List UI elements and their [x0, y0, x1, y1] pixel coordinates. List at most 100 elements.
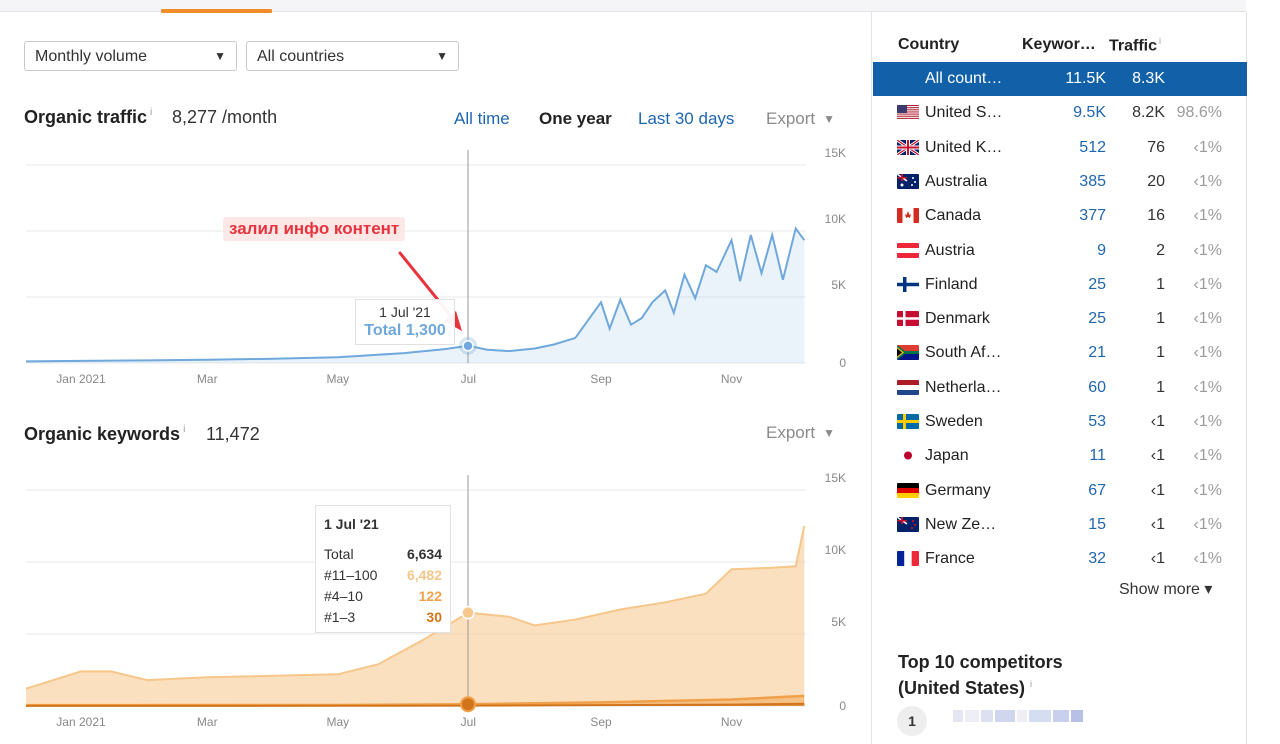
competitor-rank-badge: 1 [897, 706, 927, 736]
info-icon[interactable]: i [1159, 36, 1162, 46]
x-tick-label: May [326, 715, 349, 729]
country-row[interactable]: Germany 67 ‹1 ‹1% [873, 474, 1247, 508]
show-more-link[interactable]: Show more ▾ [1119, 581, 1213, 598]
country-traffic-share: ‹1% [1193, 275, 1222, 293]
tooltip-total: Total 1,300 [364, 322, 446, 339]
country-row[interactable]: New Ze… 15 ‹1 ‹1% [873, 508, 1247, 542]
country-row[interactable]: Japan 11 ‹1 ‹1% [873, 439, 1247, 473]
export-traffic-button[interactable]: Export ▼ [766, 109, 835, 129]
country-row[interactable]: South Af… 21 1 ‹1% [873, 336, 1247, 370]
volume-select[interactable]: Monthly volume ▼ [24, 41, 237, 71]
dropdown-arrow-icon: ▼ [436, 49, 448, 63]
country-row[interactable]: Denmark 25 1 ‹1% [873, 302, 1247, 336]
country-name: Germany [925, 481, 991, 499]
country-keywords[interactable]: 60 [1088, 378, 1106, 396]
country-keywords[interactable]: 53 [1088, 413, 1106, 430]
country-row[interactable]: All count… 11.5K 8.3K [873, 62, 1247, 96]
country-name: New Ze… [925, 515, 997, 533]
country-name: Australia [925, 172, 988, 190]
time-range-all-time[interactable]: All time [454, 109, 510, 128]
nl-flag-icon [897, 379, 919, 395]
time-range-last-30-days[interactable]: Last 30 days [638, 109, 735, 128]
country-row[interactable]: Canada 377 16 ‹1% [873, 199, 1247, 233]
tooltip-row-label: #4–10 [324, 588, 363, 604]
organic-keywords-value: 11,472 [206, 424, 260, 444]
country-keywords[interactable]: 11 [1089, 447, 1106, 465]
y-tick-label: 0 [839, 356, 846, 370]
country-keywords[interactable]: 9.5K [1073, 104, 1106, 122]
country-row[interactable]: United K… 512 76 ‹1% [873, 131, 1247, 165]
country-keywords[interactable]: 377 [1079, 207, 1106, 225]
country-name: Finland [925, 275, 978, 293]
x-tick-label: Mar [197, 715, 218, 729]
country-keywords[interactable]: 32 [1088, 550, 1106, 568]
country-name: Sweden [925, 413, 983, 430]
country-traffic: ‹1 [1150, 550, 1165, 568]
country-row[interactable]: Sweden 53 ‹1 ‹1% [873, 405, 1247, 439]
dropdown-arrow-icon: ▼ [214, 49, 226, 63]
fr-flag-icon [897, 551, 919, 567]
country-row[interactable]: France 32 ‹1 ‹1% [873, 542, 1247, 576]
country-keywords[interactable]: 9 [1097, 241, 1106, 259]
x-tick-label: May [326, 372, 349, 386]
country-traffic: 1 [1156, 344, 1165, 362]
info-icon[interactable]: i [150, 107, 153, 118]
country-row[interactable]: United S… 9.5K 8.2K 98.6% [873, 96, 1247, 130]
organic-traffic-value: 8,277 /month [172, 107, 278, 127]
column-header-country[interactable]: Country [898, 36, 960, 53]
country-name: United K… [925, 138, 1003, 156]
time-range-one-year[interactable]: One year [539, 109, 612, 128]
tooltip-row: #1–3 30 [324, 609, 442, 630]
export-keywords-button[interactable]: Export ▼ [766, 423, 835, 443]
country-keywords[interactable]: 11.5K [1065, 70, 1106, 87]
country-keywords[interactable]: 67 [1088, 481, 1106, 499]
country-keywords[interactable]: 21 [1088, 344, 1106, 362]
country-traffic-share: ‹1% [1193, 447, 1222, 465]
x-tick-label: Jul [461, 372, 476, 386]
countries-select[interactable]: All countries ▼ [246, 41, 459, 71]
y-tick-label: 15K [825, 471, 846, 485]
tooltip-row-label: #1–3 [324, 609, 356, 625]
info-icon[interactable]: i [183, 424, 186, 435]
za-flag-icon [897, 345, 919, 361]
tooltip-row-label: #11–100 [324, 567, 378, 583]
column-header-keywords[interactable]: Keywor… [1022, 36, 1096, 53]
nz-flag-icon [897, 516, 919, 532]
country-keywords[interactable]: 25 [1088, 275, 1106, 293]
blurred-competitor-domain[interactable] [953, 709, 1085, 727]
country-traffic: 8.2K [1132, 104, 1165, 122]
country-name: United S… [925, 104, 1003, 122]
x-tick-label: Mar [197, 372, 218, 386]
country-traffic: 1 [1156, 275, 1165, 293]
country-traffic: 2 [1156, 241, 1165, 259]
country-traffic-share: ‹1% [1193, 241, 1222, 259]
country-keywords[interactable]: 385 [1079, 172, 1106, 190]
country-row[interactable]: Finland 25 1 ‹1% [873, 268, 1247, 302]
x-tick-label: Jan 2021 [56, 372, 106, 386]
country-name: Denmark [925, 310, 990, 328]
hover-point [462, 340, 474, 352]
us-flag-icon [897, 105, 919, 121]
annotation-label: залил инфо контент [223, 217, 406, 241]
country-traffic: 1 [1156, 310, 1165, 328]
country-traffic-share: ‹1% [1193, 344, 1222, 362]
tooltip-row-value: 122 [418, 588, 442, 604]
country-traffic: ‹1 [1150, 413, 1165, 430]
country-keywords[interactable]: 25 [1088, 310, 1106, 328]
country-row[interactable]: Australia 385 20 ‹1% [873, 165, 1247, 199]
country-keywords[interactable]: 512 [1079, 138, 1106, 156]
country-row[interactable]: Netherla… 60 1 ‹1% [873, 371, 1247, 405]
info-icon[interactable]: i [1030, 679, 1033, 689]
country-row[interactable]: Austria 9 2 ‹1% [873, 234, 1247, 268]
dropdown-arrow-icon: ▼ [823, 426, 836, 440]
dropdown-arrow-icon: ▼ [823, 112, 836, 126]
country-name: France [925, 550, 975, 568]
country-keywords[interactable]: 15 [1088, 515, 1106, 533]
tooltip-row: #4–10 122 [324, 588, 442, 609]
column-header-traffic[interactable]: Traffic i [1109, 36, 1161, 55]
country-traffic-share: ‹1% [1193, 172, 1222, 190]
country-name: South Af… [925, 344, 1002, 362]
organic-traffic-chart: 15K 10K 5K 0 Jan 2021 Mar May Jul Sep Nov [25, 146, 846, 386]
x-tick-label: Nov [721, 372, 742, 386]
series-area-#4–10 [26, 695, 805, 706]
